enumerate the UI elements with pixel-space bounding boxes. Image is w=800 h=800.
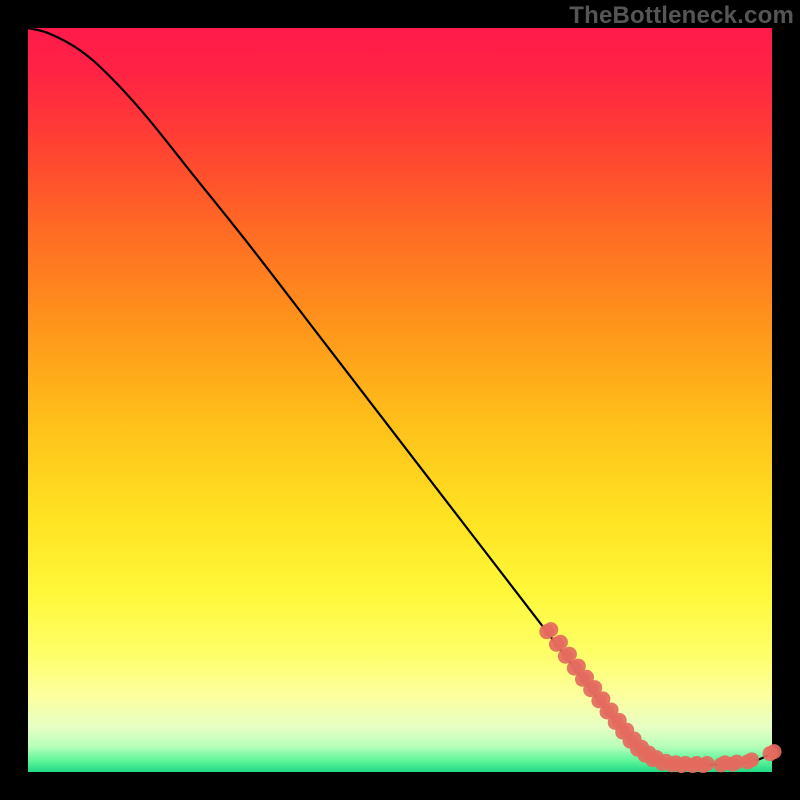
chart-svg bbox=[0, 0, 800, 800]
chart-stage: TheBottleneck.com bbox=[0, 0, 800, 800]
watermark-text: TheBottleneck.com bbox=[569, 2, 794, 30]
plot-background bbox=[28, 28, 772, 772]
